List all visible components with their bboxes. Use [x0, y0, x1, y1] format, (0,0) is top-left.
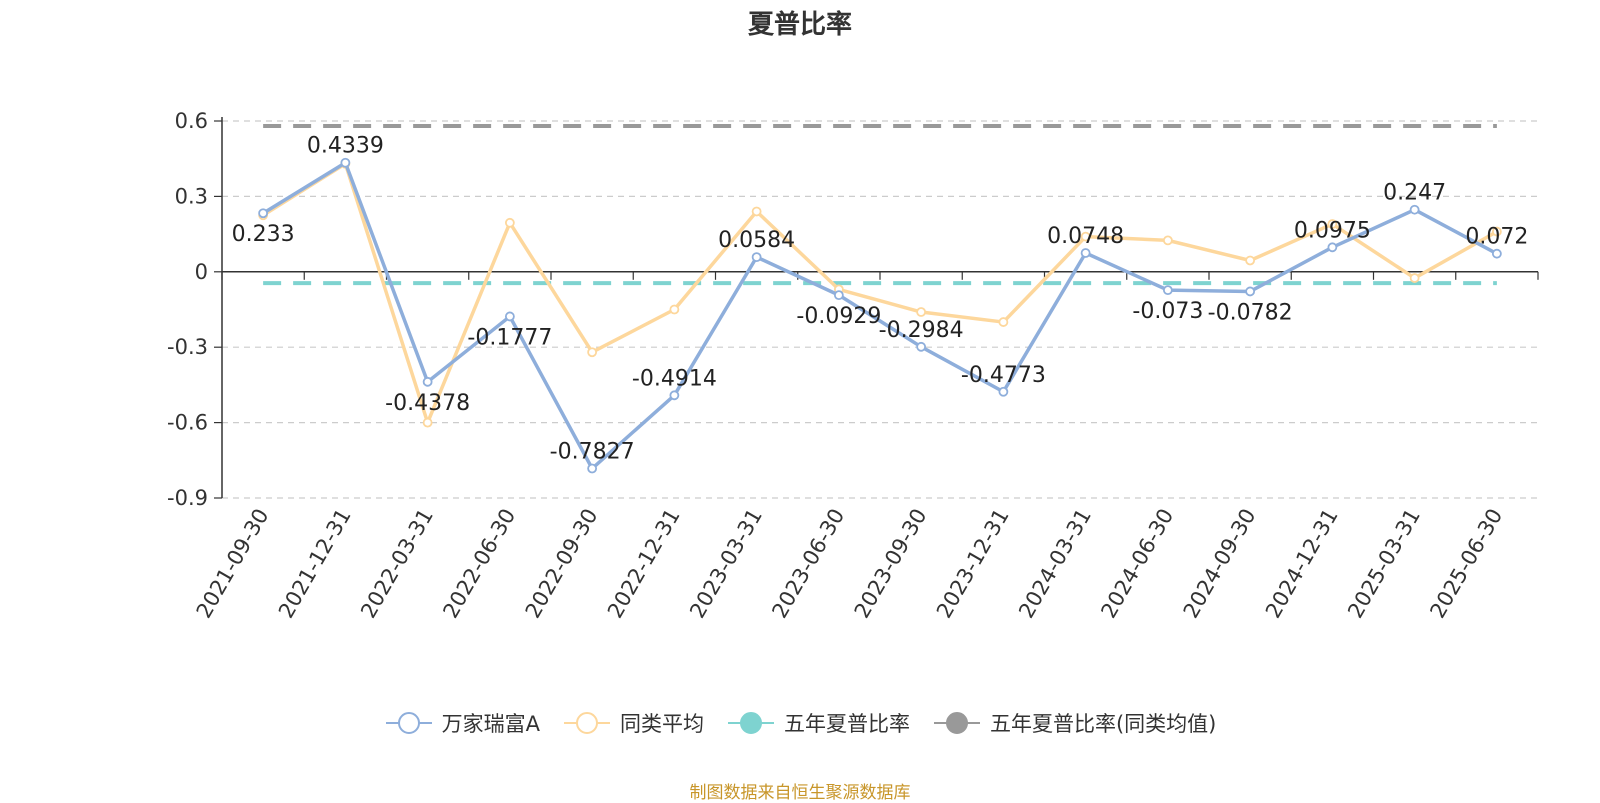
data-label: 0.0584: [718, 228, 795, 253]
data-point: [1491, 248, 1502, 259]
data-label: 0.0975: [1294, 218, 1371, 243]
hollow-circle-icon: [385, 712, 432, 734]
x-tick-label: 2021-09-30: [192, 505, 274, 623]
data-point: [1080, 248, 1091, 258]
x-tick-label: 2022-03-31: [356, 505, 438, 623]
data-point: [833, 290, 844, 301]
data-point: [1327, 219, 1338, 229]
legend-label: 五年夏普比率: [783, 712, 910, 736]
y-tick-label: -0.9: [167, 486, 208, 510]
data-point: [587, 347, 598, 358]
data-point: [1491, 226, 1502, 237]
series-line: [262, 160, 1498, 471]
data-point: [1409, 204, 1420, 215]
chart-title: 夏普比率: [747, 10, 852, 40]
x-tick-label: 2023-09-30: [850, 505, 932, 623]
data-point: [751, 252, 762, 263]
data-point: [504, 217, 515, 228]
data-label: -0.7827: [550, 440, 635, 465]
legend-item[interactable]: 五年夏普比率(同类均值): [932, 708, 1216, 738]
source-note: 制图数据来自恒生聚源数据库: [689, 783, 911, 803]
x-tick-label: 2023-03-31: [685, 505, 767, 623]
data-point: [258, 208, 269, 219]
data-label: 0.247: [1383, 181, 1446, 206]
data-point: [1327, 242, 1338, 253]
x-tick-label: 2022-09-30: [521, 505, 603, 623]
data-label: 0.4339: [307, 134, 384, 159]
legend-item[interactable]: 五年夏普比率: [726, 708, 910, 738]
data-point: [998, 317, 1009, 327]
x-tick-label: 2021-12-31: [274, 505, 356, 623]
data-label: 0.233: [232, 222, 295, 247]
legend-item[interactable]: 万家瑞富A: [384, 708, 540, 738]
data-point: [340, 157, 351, 168]
x-tick-label: 2024-06-30: [1096, 505, 1178, 623]
data-point: [422, 417, 433, 428]
hollow-circle-icon: [563, 712, 610, 734]
data-label: -0.2984: [879, 318, 964, 343]
data-point: [1162, 285, 1173, 296]
x-tick-label: 2024-12-31: [1261, 505, 1343, 623]
legend: 万家瑞富A 同类平均 五年夏普比率 五年夏普比率(同类均值): [0, 708, 1600, 738]
data-point: [998, 386, 1009, 397]
legend-item[interactable]: 同类平均: [562, 708, 704, 738]
data-point: [751, 206, 762, 217]
data-point: [1409, 273, 1420, 283]
data-point: [1080, 231, 1091, 242]
x-tick-label: 2024-09-30: [1179, 505, 1261, 623]
data-point: [916, 341, 927, 352]
y-tick-label: 0: [195, 260, 208, 284]
data-label: -0.4914: [632, 366, 717, 391]
x-tick-label: 2023-12-31: [932, 505, 1014, 623]
y-tick-label: -0.3: [167, 335, 208, 359]
data-point: [1245, 286, 1256, 297]
x-tick-label: 2023-06-30: [767, 505, 849, 623]
filled-circle-icon: [727, 712, 774, 734]
data-label: -0.4773: [961, 363, 1046, 388]
legend-label: 同类平均: [619, 712, 704, 736]
data-label: 0.0748: [1047, 224, 1124, 249]
data-point: [504, 311, 515, 322]
data-point: [669, 304, 680, 315]
data-label: -0.0929: [796, 304, 881, 329]
x-tick-label: 2025-06-30: [1425, 505, 1507, 623]
data-label: -0.073: [1132, 299, 1203, 324]
x-tick-label: 2025-03-31: [1343, 505, 1425, 623]
data-point: [669, 390, 680, 401]
y-tick-label: -0.6: [167, 411, 208, 435]
data-point: [1162, 235, 1173, 246]
data-point: [587, 463, 598, 474]
legend-label: 万家瑞富A: [441, 712, 540, 736]
filled-circle-icon: [933, 712, 980, 734]
data-point: [422, 376, 433, 387]
y-tick-label: 0.3: [175, 184, 208, 208]
x-tick-label: 2022-06-30: [438, 505, 520, 623]
data-label: -0.4378: [385, 391, 470, 416]
data-label: -0.0782: [1208, 300, 1293, 325]
data-point: [1245, 255, 1256, 266]
data-label: -0.1777: [467, 325, 552, 350]
data-point: [916, 307, 927, 317]
x-tick-label: 2022-12-31: [603, 505, 685, 623]
legend-label: 五年夏普比率(同类均值): [989, 712, 1217, 736]
x-tick-label: 2024-03-31: [1014, 505, 1096, 623]
series-line: [262, 161, 1498, 425]
data-label: 0.072: [1465, 225, 1528, 250]
y-tick-label: 0.6: [175, 109, 208, 133]
